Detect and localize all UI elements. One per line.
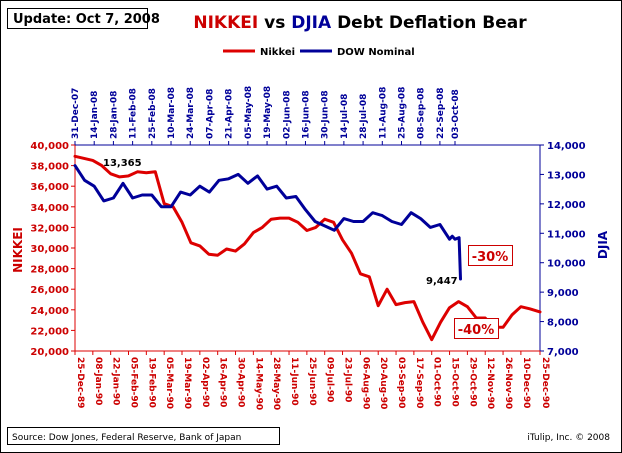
bottom-tick-label: 06-Aug-90 bbox=[360, 357, 370, 409]
series-line-dow bbox=[73, 164, 462, 281]
top-tick-label: 05-May-08 bbox=[244, 86, 254, 139]
source-note: Source: Dow Jones, Federal Reserve, Bank… bbox=[12, 433, 241, 443]
right-tick-label: 9,000 bbox=[547, 288, 579, 299]
right-tick-label: 12,000 bbox=[547, 200, 586, 211]
update-label: Update: Oct 7, 2008 bbox=[13, 12, 160, 27]
bottom-tick-label: 15-Oct-90 bbox=[450, 357, 460, 407]
top-tick-label: 21-Apr-08 bbox=[225, 89, 235, 139]
top-tick-label: 11-Feb-08 bbox=[129, 88, 139, 139]
left-tick-label: 38,000 bbox=[30, 162, 69, 173]
right-tick-label: 14,000 bbox=[547, 141, 586, 152]
series-lines bbox=[73, 154, 542, 342]
title-nikkei: NIKKEI bbox=[193, 13, 258, 33]
top-tick-label: 02-Jun-08 bbox=[282, 90, 292, 139]
bottom-tick-label: 12-Nov-90 bbox=[485, 357, 495, 409]
bottom-tick-label: 03-Sep-90 bbox=[396, 357, 406, 409]
top-tick-label: 28-Jan-08 bbox=[109, 91, 119, 139]
bottom-tick-label: 19-Mar-90 bbox=[182, 357, 192, 409]
right-tick-label: 7,000 bbox=[547, 347, 579, 358]
top-tick-label: 16-Jun-08 bbox=[301, 90, 311, 139]
left-tick-label: 24,000 bbox=[30, 306, 69, 317]
bottom-tick-label: 17-Sep-90 bbox=[414, 357, 424, 409]
bottom-tick-label: 28-May-90 bbox=[271, 357, 281, 410]
right-tick-label: 10,000 bbox=[547, 259, 586, 270]
callout-dow: -30% bbox=[472, 250, 509, 265]
bottom-tick-label: 26-Nov-90 bbox=[503, 357, 513, 409]
bottom-tick-label: 25-Dec-89 bbox=[75, 357, 85, 408]
bottom-tick-label: 02-Apr-90 bbox=[200, 357, 210, 407]
top-tick-label: 10-Mar-08 bbox=[167, 87, 177, 139]
left-tick-label: 36,000 bbox=[30, 182, 69, 193]
callout-nikkei: -40% bbox=[458, 323, 495, 338]
bottom-tick-label: 19-Feb-90 bbox=[146, 357, 156, 408]
top-tick-label: 28-Jul-08 bbox=[359, 94, 369, 139]
bottom-tick-label: 08-Jan-90 bbox=[93, 357, 103, 405]
top-tick-label: 31-Dec-07 bbox=[71, 88, 81, 139]
left-tick-label: 26,000 bbox=[30, 285, 69, 296]
update-box bbox=[7, 8, 148, 29]
left-tick-label: 30,000 bbox=[30, 244, 69, 255]
bottom-tick-label: 25-Dec-90 bbox=[540, 357, 550, 408]
bottom-tick-label: 22-Jan-90 bbox=[111, 357, 121, 405]
legend-label-dow: DOW Nominal bbox=[337, 47, 415, 58]
left-tick-label: 40,000 bbox=[30, 141, 69, 152]
top-tick-label: 07-Apr-08 bbox=[205, 89, 215, 139]
bottom-tick-label: 01-Oct-90 bbox=[432, 357, 442, 407]
axes bbox=[71, 141, 544, 355]
left-tick-label: 20,000 bbox=[30, 347, 69, 358]
title-vs: vs bbox=[258, 13, 291, 33]
series-line-nikkei bbox=[73, 154, 542, 342]
left-tick-label: 28,000 bbox=[30, 265, 69, 276]
callout-box-dow bbox=[468, 245, 513, 266]
left-tick-label: 22,000 bbox=[30, 326, 69, 337]
top-tick-label: 22-Sep-08 bbox=[436, 87, 446, 139]
bottom-tick-label: 29-Oct-90 bbox=[467, 357, 477, 407]
top-tick-label: 08-Sep-08 bbox=[417, 87, 427, 139]
chart-title: NIKKEI vs DJIA Debt Deflation Bear bbox=[193, 13, 527, 33]
top-tick-label: 24-Mar-08 bbox=[186, 87, 196, 139]
bottom-tick-label: 25-Jun-90 bbox=[307, 357, 317, 406]
source-box bbox=[7, 427, 280, 445]
left-tick-label: 32,000 bbox=[30, 223, 69, 234]
right-tick-label: 8,000 bbox=[547, 318, 579, 329]
bottom-tick-label: 30-Apr-90 bbox=[236, 357, 246, 407]
title-rest: Debt Deflation Bear bbox=[331, 13, 527, 33]
top-tick-label: 25-Feb-08 bbox=[148, 88, 158, 139]
top-tick-label: 03-Oct-08 bbox=[451, 89, 461, 139]
left-tick-label: 34,000 bbox=[30, 203, 69, 214]
top-tick-label: 25-Aug-08 bbox=[397, 87, 407, 139]
annotation-dow-start: 13,365 bbox=[103, 158, 142, 169]
top-tick-label: 14-Jul-08 bbox=[340, 94, 350, 139]
annotation-dow-end: 9,447 bbox=[426, 276, 458, 287]
bottom-tick-label: 05-Mar-90 bbox=[164, 357, 174, 409]
left-axis-label: NIKKEI bbox=[11, 227, 25, 273]
right-tick-label: 13,000 bbox=[547, 170, 586, 181]
callout-box-nikkei bbox=[454, 318, 499, 339]
bottom-tick-label: 10-Dec-90 bbox=[521, 357, 531, 408]
bottom-tick-label: 16-Apr-90 bbox=[218, 357, 228, 407]
bottom-tick-label: 20-Aug-90 bbox=[378, 357, 388, 409]
legend-label-nikkei: Nikkei bbox=[260, 47, 295, 58]
title-djia: DJIA bbox=[291, 13, 332, 33]
right-tick-label: 11,000 bbox=[547, 229, 586, 240]
legend: Nikkei DOW Nominal bbox=[223, 47, 415, 58]
bottom-tick-label: 23-Jul-90 bbox=[343, 357, 353, 402]
bottom-tick-label: 09-Jul-90 bbox=[325, 357, 335, 402]
tick-labels: 20,000 22,000 24,000 26,000 28,000 30,000 32,0… bbox=[30, 86, 585, 410]
bottom-tick-label: 14-May-90 bbox=[253, 357, 263, 410]
right-axis-label: DJIA bbox=[596, 230, 610, 259]
bottom-tick-label: 05-Feb-90 bbox=[129, 357, 139, 408]
bottom-tick-label: 11-Jun-90 bbox=[289, 357, 299, 406]
top-tick-label: 14-Jan-08 bbox=[90, 91, 100, 139]
top-tick-label: 11-Aug-08 bbox=[378, 87, 388, 139]
top-tick-label: 19-May-08 bbox=[263, 86, 273, 139]
credit-note: iTulip, Inc. © 2008 bbox=[527, 433, 610, 443]
top-tick-label: 30-Jun-08 bbox=[321, 90, 331, 139]
